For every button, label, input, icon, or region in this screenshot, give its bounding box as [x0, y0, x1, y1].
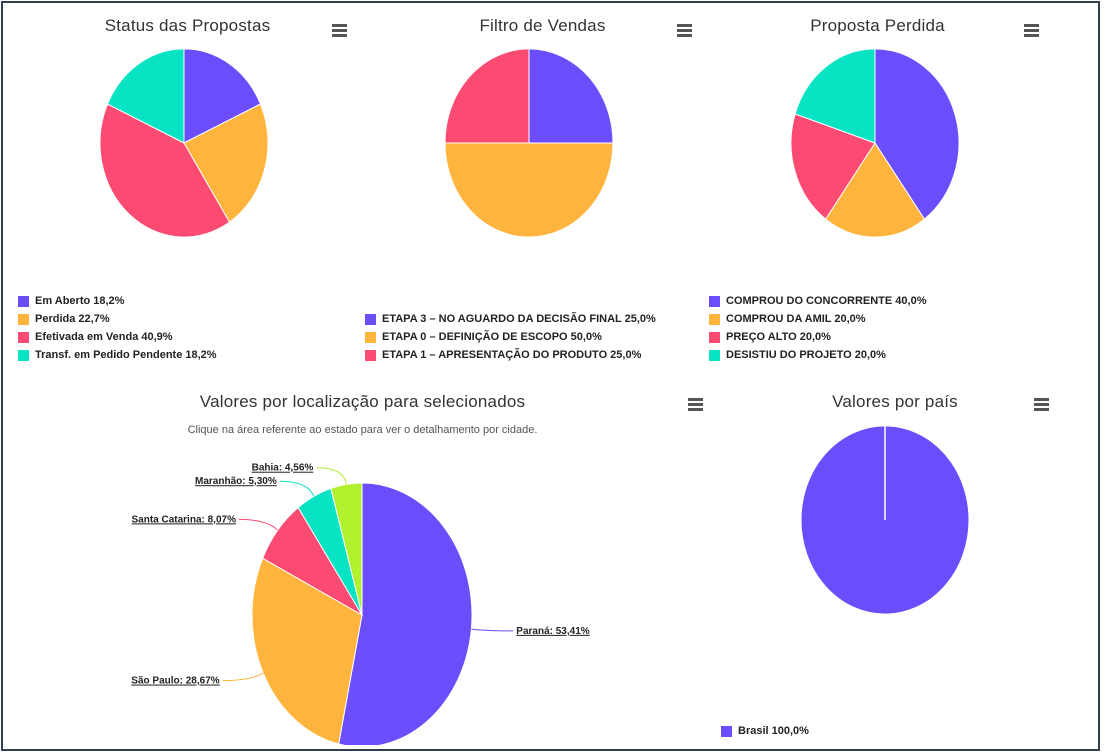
chart-title: Valores por país: [832, 392, 958, 411]
legend-label: Transf. em Pedido Pendente 18,2%: [35, 349, 217, 361]
chart-title: Valores por localização para selecionado…: [199, 392, 526, 411]
legend-item[interactable]: Efetivada em Venda 40,9%: [18, 328, 217, 346]
hamburger-menu-icon[interactable]: [688, 398, 703, 411]
legend-label: COMPROU DA AMIL 20,0%: [726, 313, 866, 325]
data-label: Paraná: 53,41%: [516, 626, 589, 637]
legend-item[interactable]: Transf. em Pedido Pendente 18,2%: [18, 346, 217, 364]
legend-label: PREÇO ALTO 20,0%: [726, 331, 831, 343]
data-label-connector: [279, 480, 315, 497]
legend-status: Em Aberto 18,2% Perdida 22,7% Efetivada em…: [18, 292, 217, 364]
data-label-connector: [316, 467, 347, 485]
legend-label: Em Aberto 18,2%: [35, 295, 125, 307]
data-label-connector: [471, 628, 514, 632]
legend-label: ETAPA 0 – DEFINIÇÃO DE ESCOPO 50,0%: [382, 331, 602, 343]
legend-swatch: [18, 295, 29, 307]
pie-chart-localizacao: Paraná: 53,41% São Paulo: 28,67% Santa Cat…: [131, 463, 590, 745]
chart-panel-filtro: Filtro de Vendas: [365, 8, 720, 378]
legend-filtro: ETAPA 3 – NO AGUARDO DA DECISÃO FINAL 25…: [365, 310, 656, 364]
pie-slice[interactable]: [444, 48, 530, 144]
pie-slice[interactable]: [338, 482, 473, 745]
data-label: Bahia: 4,56%: [252, 463, 314, 474]
chart-panel-localizacao: Valores por localização para selecionado…: [10, 382, 725, 442]
legend-swatch: [709, 331, 720, 343]
legend-swatch: [365, 331, 376, 343]
pie-slice[interactable]: [824, 142, 926, 238]
legend-swatch: [709, 295, 720, 307]
legend-label: Perdida 22,7%: [35, 313, 110, 325]
hamburger-menu-icon[interactable]: [332, 24, 347, 37]
legend-label: COMPROU DO CONCORRENTE 40,0%: [726, 295, 927, 307]
legend-item[interactable]: Brasil 100,0%: [721, 722, 809, 740]
legend-label: ETAPA 3 – NO AGUARDO DA DECISÃO FINAL 25…: [382, 313, 656, 325]
pie-slice[interactable]: [794, 48, 876, 144]
data-label: Maranhão: 5,30%: [195, 476, 277, 487]
legend-label: ETAPA 1 – APRESENTAÇÃO DO PRODUTO 25,0%: [382, 349, 642, 361]
chart-title: Filtro de Vendas: [479, 16, 606, 35]
data-label-connector: [222, 672, 264, 682]
hamburger-menu-icon[interactable]: [1034, 398, 1049, 411]
data-label: São Paulo: 28,67%: [131, 676, 219, 687]
legend-item[interactable]: ETAPA 3 – NO AGUARDO DA DECISÃO FINAL 25…: [365, 310, 656, 328]
pie-slice[interactable]: [183, 48, 262, 144]
legend-label: Efetivada em Venda 40,9%: [35, 331, 173, 343]
legend-label: DESISTIU DO PROJETO 20,0%: [726, 349, 886, 361]
chart-title: Status das Propostas: [104, 16, 271, 35]
legend-item[interactable]: COMPROU DO CONCORRENTE 40,0%: [709, 292, 926, 310]
legend-perdida: COMPROU DO CONCORRENTE 40,0% COMPROU DA A…: [709, 292, 926, 364]
chart-subtitle: Clique na área referente ao estado para …: [187, 424, 538, 436]
legend-item[interactable]: DESISTIU DO PROJETO 20,0%: [709, 346, 926, 364]
hamburger-menu-icon[interactable]: [677, 24, 692, 37]
legend-item[interactable]: COMPROU DA AMIL 20,0%: [709, 310, 926, 328]
pie-slice[interactable]: [528, 48, 614, 144]
pie-chart-pais: [800, 425, 970, 615]
legend-item[interactable]: Em Aberto 18,2%: [18, 292, 217, 310]
legend-item[interactable]: Perdida 22,7%: [18, 310, 217, 328]
legend-swatch: [18, 349, 29, 361]
chart-title: Proposta Perdida: [810, 16, 945, 35]
pie-chart-status: [99, 48, 269, 238]
pie-slice[interactable]: [874, 48, 960, 220]
legend-swatch: [709, 349, 720, 361]
legend-swatch: [721, 725, 732, 737]
pie-chart-filtro: [444, 48, 614, 238]
legend-item[interactable]: ETAPA 0 – DEFINIÇÃO DE ESCOPO 50,0%: [365, 328, 656, 346]
legend-swatch: [365, 313, 376, 325]
legend-item[interactable]: ETAPA 1 – APRESENTAÇÃO DO PRODUTO 25,0%: [365, 346, 656, 364]
data-label: Santa Catarina: 8,07%: [131, 514, 236, 525]
legend-pais: Brasil 100,0%: [721, 722, 809, 740]
chart-panel-pais: Valores por país: [730, 382, 1060, 442]
pie-chart-perdida: [790, 48, 960, 238]
legend-label: Brasil 100,0%: [738, 725, 809, 737]
data-label-connector: [238, 518, 279, 531]
pie-slice[interactable]: [251, 557, 363, 745]
legend-swatch: [365, 349, 376, 361]
legend-item[interactable]: PREÇO ALTO 20,0%: [709, 328, 926, 346]
legend-swatch: [18, 331, 29, 343]
chart-panel-perdida: Proposta Perdida: [700, 8, 1055, 378]
legend-swatch: [18, 313, 29, 325]
chart-panel-status: Status das Propostas: [10, 8, 365, 378]
pie-slice[interactable]: [183, 103, 269, 223]
hamburger-menu-icon[interactable]: [1024, 24, 1039, 37]
pie-slice[interactable]: [99, 103, 231, 238]
pie-slice[interactable]: [790, 113, 876, 220]
pie-slice[interactable]: [106, 48, 185, 144]
pie-slice[interactable]: [444, 142, 614, 238]
legend-swatch: [709, 313, 720, 325]
